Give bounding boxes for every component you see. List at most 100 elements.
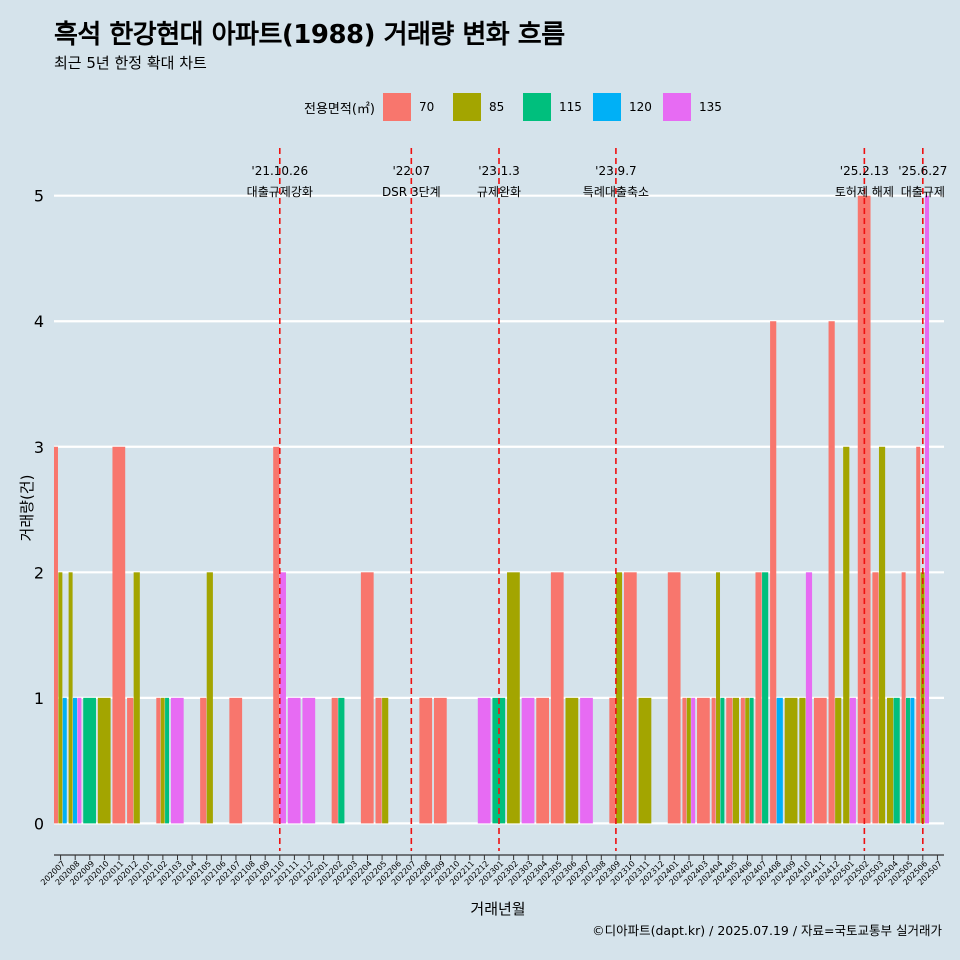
bar-85-202205	[382, 697, 389, 824]
bar-70-202107	[229, 697, 243, 824]
bar-70-202110	[273, 446, 280, 824]
bar-135-202506	[925, 195, 929, 824]
bar-85-202404	[716, 572, 721, 824]
event-date: '23.9.7	[595, 164, 636, 178]
bar-85-202008	[68, 572, 73, 824]
event-label: 규제완화	[477, 185, 521, 199]
bar-70-202403	[697, 697, 710, 824]
bar-85-202412	[835, 697, 842, 824]
bar-135-202501	[849, 697, 856, 824]
bar-85-202302	[507, 572, 520, 824]
bar-135-202103	[170, 697, 184, 824]
bar-135-202402	[691, 697, 696, 824]
source-caption: ©디아파트(dapt.kr) / 2025.07.19 / 자료=국토교통부 실…	[592, 923, 942, 938]
y-tick-label: 4	[34, 312, 44, 331]
bar-135-202112	[302, 697, 316, 824]
legend-label-70: 70	[418, 100, 435, 114]
bar-85-202012	[133, 572, 140, 824]
bar-70-202405	[726, 697, 733, 824]
bar-85-202409	[784, 697, 798, 824]
chart-subtitle: 최근 5년 한정 확대 차트	[54, 54, 207, 72]
event-date: '22.07	[392, 164, 430, 178]
bar-70-202411	[813, 697, 827, 824]
bar-70-202402	[682, 697, 687, 824]
x-axis-label: 거래년월	[470, 900, 525, 918]
event-markers: '21.10.26 대출규제강화 '22.07 DSR 3단계 '23.1.3 규제완화 '…	[247, 148, 947, 851]
y-axis-label: 거래량(건)	[18, 475, 36, 542]
bar-135-202410	[805, 572, 813, 824]
bar-85-202410	[799, 697, 806, 824]
bar-115-202504	[893, 697, 900, 824]
bar-85-202402	[686, 697, 691, 824]
bar-120-202007	[62, 697, 67, 824]
bar-135-202303	[521, 697, 535, 824]
event-label: 토허제 해제	[835, 185, 894, 199]
bar-70-202205	[375, 697, 382, 824]
bar-85-202503	[878, 446, 886, 824]
bar-120-202008	[72, 697, 77, 824]
bar-120-202408	[776, 697, 783, 824]
bar-135-202307	[580, 697, 593, 824]
legend-swatch-85	[452, 93, 481, 121]
legend-label-115: 115	[558, 100, 582, 114]
legend-item-85: 85	[452, 93, 517, 121]
legend-title: 전용면적(㎡)	[304, 101, 375, 117]
legend-label-85: 85	[488, 100, 505, 114]
bar-85-202504	[887, 697, 894, 824]
legend-label-135: 135	[698, 100, 722, 114]
bar-120-202505	[910, 697, 915, 824]
legend: 전용면적(㎡) 70 85 115 120 135	[304, 92, 733, 122]
bar-70-202503	[872, 572, 879, 824]
legend-swatch-120	[592, 93, 621, 121]
bar-115-202407	[762, 572, 769, 824]
event-date: '23.1.3	[478, 164, 519, 178]
bar-70-202102	[156, 697, 161, 824]
bar-70-202204	[360, 572, 374, 824]
bar-85-202406	[745, 697, 750, 824]
bar-115-202009	[83, 697, 96, 824]
bar-115-202404	[720, 697, 725, 824]
bar-85-202501	[843, 446, 850, 824]
event-label: 대출규제	[901, 185, 945, 199]
bar-70-202209	[433, 697, 447, 824]
y-tick-label: 5	[34, 187, 44, 206]
event-date: '21.10.26	[251, 164, 308, 178]
bar-70-202412	[828, 321, 835, 824]
bar-115-202505	[906, 697, 910, 824]
y-tick-label: 3	[34, 438, 44, 457]
bar-70-202105	[200, 697, 207, 824]
bar-70-202007	[54, 446, 58, 824]
bar-70-202401	[667, 572, 681, 824]
bar-85-202102	[160, 697, 165, 824]
legend-item-115: 115	[522, 93, 587, 121]
bar-85-202309	[615, 572, 623, 824]
bar-85-202506	[920, 572, 925, 824]
bar-85-202105	[206, 572, 213, 824]
bar-70-202011	[112, 446, 126, 824]
bar-115-202202	[338, 697, 345, 824]
bar-70-202208	[419, 697, 433, 824]
event-label: 특례대출축소	[583, 185, 649, 199]
legend-swatch-70	[382, 93, 411, 121]
chart-title: 흑석 한강현대 아파트(1988) 거래량 변화 흐름	[54, 20, 565, 50]
event-date: '25.6.27	[898, 164, 947, 178]
bar-85-202007	[58, 572, 63, 824]
bar-135-202110	[279, 572, 286, 824]
y-tick-label: 1	[34, 689, 44, 708]
legend-item-70: 70	[382, 93, 447, 121]
y-tick-label: 0	[34, 814, 44, 833]
legend-item-135: 135	[662, 93, 727, 121]
bar-70-202310	[623, 572, 637, 824]
bar-70-202408	[770, 321, 777, 824]
bar-135-202212	[477, 697, 491, 824]
bar-85-202010	[97, 697, 111, 824]
bar-85-202405	[732, 697, 740, 824]
bar-70-202012	[127, 697, 134, 824]
legend-swatch-115	[522, 93, 551, 121]
bar-70-202506	[916, 446, 921, 824]
bar-135-202008	[77, 697, 82, 824]
bar-70-202304	[536, 697, 550, 824]
y-tick-label: 2	[34, 563, 44, 582]
bar-70-202406	[740, 697, 745, 824]
bar-70-202305	[550, 572, 564, 824]
